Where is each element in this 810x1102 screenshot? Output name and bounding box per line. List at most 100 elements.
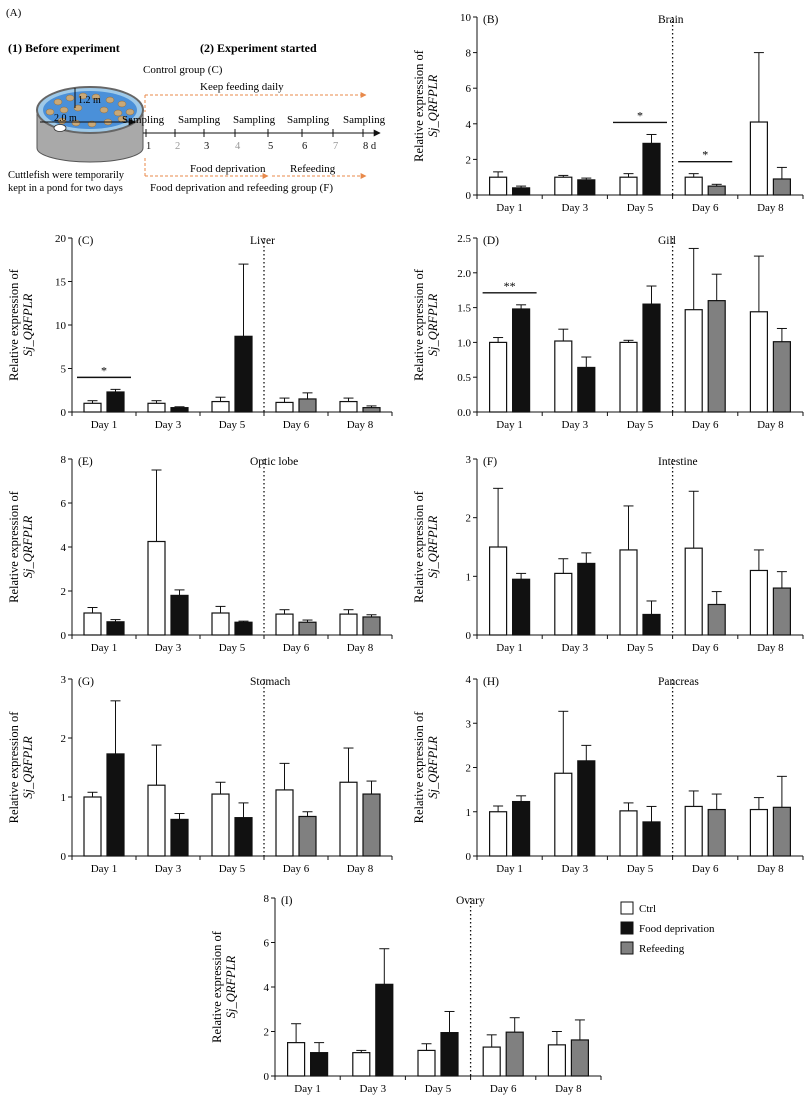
y-axis-label: Relative expression of [412,49,426,162]
bar-ctrl-3 [619,810,638,857]
bar-ctrl-2 [554,176,573,196]
bar-ctrl-3 [619,176,638,196]
x-tick-label: Day 8 [757,863,784,875]
x-tick-label: Day 6 [283,419,310,431]
legend-swatch-ctrl [620,901,634,915]
y-tick-label: 1 [61,792,67,804]
x-tick-label: Day 8 [347,863,374,875]
bar-ctrl-2 [147,784,166,857]
control-group-label: Control group (C) [143,64,223,76]
bar-ctrl-3 [417,1049,436,1077]
panel-title: Pancreas [658,676,699,688]
bar-food-deprivation-1 [511,578,531,636]
panel-letter: (E) [78,456,93,468]
panel-title: Gill [658,235,676,247]
bar-ctrl-1 [83,612,102,636]
y-tick-label: 3 [466,718,472,730]
bar-ctrl-5 [749,808,769,857]
bar-ctrl-4 [684,309,703,413]
x-tick-label: Day 1 [294,1083,321,1095]
bar-ctrl-4 [684,547,703,636]
bar-food-deprivation-2 [375,983,394,1077]
y-tick-label: 1 [466,571,472,583]
y-tick-label: 15 [55,277,67,289]
keep-feeding-label: Keep feeding daily [200,81,284,93]
sampling-label: Sampling [343,114,386,126]
bar-ctrl-1 [489,341,508,413]
bar-ctrl-2 [352,1052,371,1077]
y-tick-label: 0 [61,630,67,642]
bar-ctrl-2 [554,772,573,857]
y-tick-label: 0 [61,407,67,419]
bar-food-deprivation-3 [642,821,661,857]
bar-ctrl-1 [489,546,508,636]
panel-letter: (B) [483,14,499,26]
x-tick-label: Day 8 [757,202,784,214]
bar-ctrl-4 [275,789,294,857]
y-axis-label: Relative expression of [412,711,426,824]
bar-refeeding-5 [772,806,792,857]
y-tick-label: 2 [466,154,472,166]
y-tick-label: 2 [61,586,67,598]
y-tick-label: 4 [264,982,270,994]
y-tick-label: 6 [61,498,67,510]
bar-refeeding-4 [707,808,726,857]
panel-letter: (D) [483,235,499,247]
panel-a: (A) (1) Before experiment (2) Experiment… [6,7,386,194]
x-tick-label: Day 5 [219,419,246,431]
chart-liver: 0 5 10 15 20 Day 1 Day 3 Day 5 Day 6 Day 8 * (C) Liv… [7,233,393,431]
y-tick-label: 0 [264,1071,270,1083]
x-tick-label: Day 6 [283,863,310,875]
bar-ctrl-3 [211,612,230,636]
bar-ctrl-3 [619,341,638,413]
x-tick-label: Day 3 [155,863,182,875]
panel-title: Liver [250,235,275,247]
x-tick-label: Day 1 [496,863,523,875]
panel-letter: (H) [483,676,499,688]
x-tick-label: Day 3 [562,863,589,875]
y-axis-gene-label: Sj_QRFPLR [21,293,35,356]
x-tick-label: Day 8 [757,642,784,654]
bar-ctrl-4 [275,401,294,413]
bar-food-deprivation-3 [234,817,253,857]
y-axis-gene-label: Sj_QRFPLR [21,736,35,799]
bar-food-deprivation-1 [511,187,531,196]
y-tick-label: 0 [466,190,472,202]
panel-letter: (F) [483,456,497,468]
bar-ctrl-5 [749,311,769,413]
x-tick-label: Day 6 [692,419,719,431]
x-tick-label: Day 3 [562,202,589,214]
panel-title: Intestine [658,456,698,468]
x-tick-label: Day 6 [692,202,719,214]
y-tick-label: 1.0 [457,337,471,349]
x-tick-label: Day 5 [219,863,246,875]
bar-food-deprivation-2 [577,366,596,413]
bar-food-deprivation-3 [642,613,661,636]
bar-refeeding-5 [772,178,792,196]
bar-ctrl-4 [275,613,294,636]
bar-ctrl-5 [749,121,769,196]
timeline-tick-label: 7 [333,141,338,152]
timeline-tick-label: 2 [175,141,180,152]
bar-refeeding-5 [362,407,381,413]
y-tick-label: 4 [466,119,472,131]
bar-food-deprivation-2 [170,407,189,413]
panel-title: Brain [658,14,684,26]
y-tick-label: 1.5 [457,303,471,315]
y-axis-label: Relative expression of [7,490,21,603]
bar-ctrl-5 [749,569,769,636]
x-tick-label: Day 6 [283,642,310,654]
y-tick-label: 2 [61,733,67,745]
y-tick-label: 3 [61,674,67,686]
y-axis-gene-label: Sj_QRFPLR [426,293,440,356]
x-tick-label: Day 8 [757,419,784,431]
chart-optic-lobe: 0 2 4 6 8 Day 1 Day 3 Day 5 Day 6 Day 8 (E) Optic l… [7,454,393,654]
y-tick-label: 4 [466,674,472,686]
y-tick-label: 10 [55,320,67,332]
y-axis-gene-label: Sj_QRFPLR [426,515,440,578]
sampling-label: Sampling [287,114,330,126]
bar-ctrl-5 [339,613,358,636]
y-axis-gene-label: Sj_QRFPLR [426,736,440,799]
bar-ctrl-3 [619,549,638,636]
